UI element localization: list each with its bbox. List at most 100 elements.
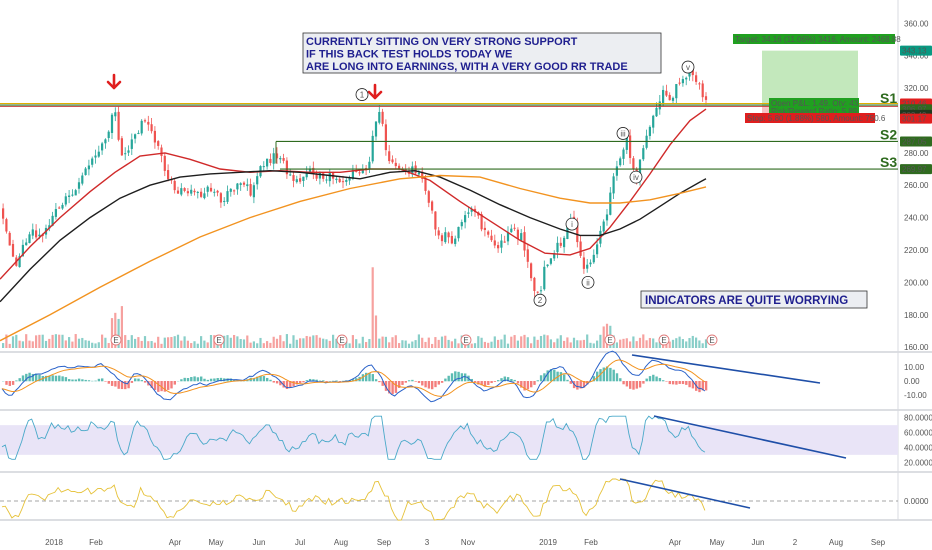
volume-bar: [299, 338, 302, 348]
macd-histogram-bar: [678, 381, 681, 384]
volume-bar: [295, 339, 298, 348]
candle-body: [61, 204, 64, 209]
annotation-line-3: ARE LONG INTO EARNINGS, WITH A VERY GOOD…: [306, 61, 628, 73]
macd-histogram-bar: [206, 379, 209, 382]
candle-body: [454, 238, 457, 245]
open-pnl-label-bg: [769, 98, 859, 108]
volume-bar: [21, 341, 24, 348]
volume-bar: [61, 334, 64, 348]
volume-bar: [196, 343, 199, 348]
wave-label-text: i: [571, 220, 573, 229]
candle-body: [315, 174, 318, 179]
volume-bar: [236, 336, 239, 348]
macd-histogram-bar: [638, 381, 642, 388]
volume-bar: [457, 343, 460, 348]
volume-bar: [190, 343, 193, 348]
target-label-bg: [733, 34, 895, 44]
volume-bar: [391, 337, 394, 348]
macd-histogram-bar: [648, 376, 652, 382]
candle-body: [110, 114, 114, 133]
volume-bar: [704, 339, 708, 348]
earnings-marker-text: E: [661, 336, 666, 345]
macd-histogram-bar: [539, 375, 543, 382]
candle-body: [470, 208, 473, 212]
earnings-marker-text: E: [113, 336, 118, 345]
volume-bar: [64, 340, 67, 348]
moving-average-line: [0, 169, 707, 303]
volume-bar: [440, 336, 444, 348]
candle-body: [480, 214, 483, 230]
volume-bar: [345, 341, 348, 348]
volume-bar: [328, 340, 331, 348]
volume-bar: [114, 312, 117, 348]
macd-histogram-bar: [216, 378, 219, 382]
price-tick-label: 220.00: [904, 246, 929, 255]
macd-histogram-bar: [160, 381, 163, 392]
macd-histogram-bar: [104, 381, 107, 382]
macd-histogram-bar: [308, 378, 312, 382]
macd-histogram-bar: [325, 381, 328, 382]
candle-body: [589, 262, 592, 265]
open-pnl-label: Open P&L: 1.49, Qty: 43: [771, 99, 859, 108]
candle-body: [285, 160, 288, 175]
macd-histogram-bar: [143, 381, 147, 383]
volume-bar: [572, 337, 576, 348]
macd-histogram-bar: [477, 381, 480, 385]
volume-bar: [645, 340, 648, 348]
volume-bar: [84, 340, 87, 348]
candle-body: [500, 240, 503, 248]
candle-body: [279, 157, 282, 160]
macd-histogram-bar: [64, 377, 68, 382]
volume-bar: [678, 336, 681, 348]
macd-histogram-bar: [150, 381, 153, 388]
candle-body: [54, 209, 57, 217]
volume-bar: [691, 335, 694, 348]
volume-bar: [176, 334, 180, 348]
macd-histogram-bar: [543, 373, 546, 382]
candle-body: [341, 181, 345, 183]
volume-bar: [68, 337, 71, 348]
candle-body: [506, 232, 510, 242]
macd-histogram-bar: [74, 379, 77, 382]
macd-histogram-bar: [576, 381, 579, 390]
candle-body: [87, 165, 90, 170]
macd-histogram-bar: [209, 378, 213, 382]
earnings-marker: [706, 334, 718, 346]
candle-body: [25, 242, 28, 246]
volume-bar: [71, 341, 74, 348]
macd-histogram-bar: [407, 380, 411, 382]
macd-histogram-bar: [698, 381, 701, 393]
volume-bar: [282, 341, 285, 348]
macd-histogram-bar: [48, 375, 51, 382]
volume-bar: [312, 335, 315, 348]
macd-tick-label: 10.00: [904, 363, 925, 372]
price-axis-badge-text: 343.13: [902, 47, 927, 56]
volume-bar: [450, 341, 453, 348]
candle-body: [246, 184, 249, 187]
macd-histogram-bar: [493, 381, 497, 382]
candle-body: [526, 249, 529, 262]
volume-bar: [434, 337, 437, 348]
volume-bar: [262, 343, 265, 348]
candle-body: [312, 167, 315, 174]
candle-body: [424, 177, 427, 191]
candle-body: [685, 77, 688, 80]
volume-bar: [688, 338, 691, 348]
candle-body: [272, 153, 275, 164]
macd-histogram-bar: [530, 381, 533, 388]
candle-body: [549, 258, 552, 264]
macd-histogram-bar: [434, 381, 437, 388]
candle-body: [322, 173, 325, 179]
candle-body: [417, 172, 420, 175]
candle-body: [612, 176, 615, 194]
macd-histogram-bar: [417, 381, 421, 383]
time-axis-label: Sep: [871, 538, 886, 547]
candle-body: [398, 165, 401, 170]
macd-histogram-bar: [378, 381, 381, 383]
macd-histogram-bar: [566, 379, 569, 382]
macd-histogram-bar: [269, 379, 272, 382]
macd-histogram-bar: [483, 381, 487, 387]
volume-bar: [655, 342, 658, 348]
